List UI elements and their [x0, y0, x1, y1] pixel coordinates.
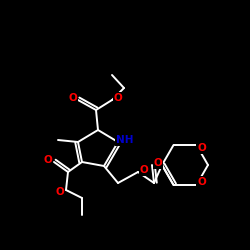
Text: O: O — [197, 143, 206, 153]
Text: O: O — [44, 155, 52, 165]
Text: NH: NH — [116, 135, 134, 145]
Text: O: O — [154, 158, 162, 168]
Text: O: O — [197, 177, 206, 187]
Text: O: O — [56, 187, 64, 197]
Text: O: O — [114, 93, 122, 103]
Text: O: O — [140, 165, 148, 175]
Text: O: O — [68, 93, 78, 103]
